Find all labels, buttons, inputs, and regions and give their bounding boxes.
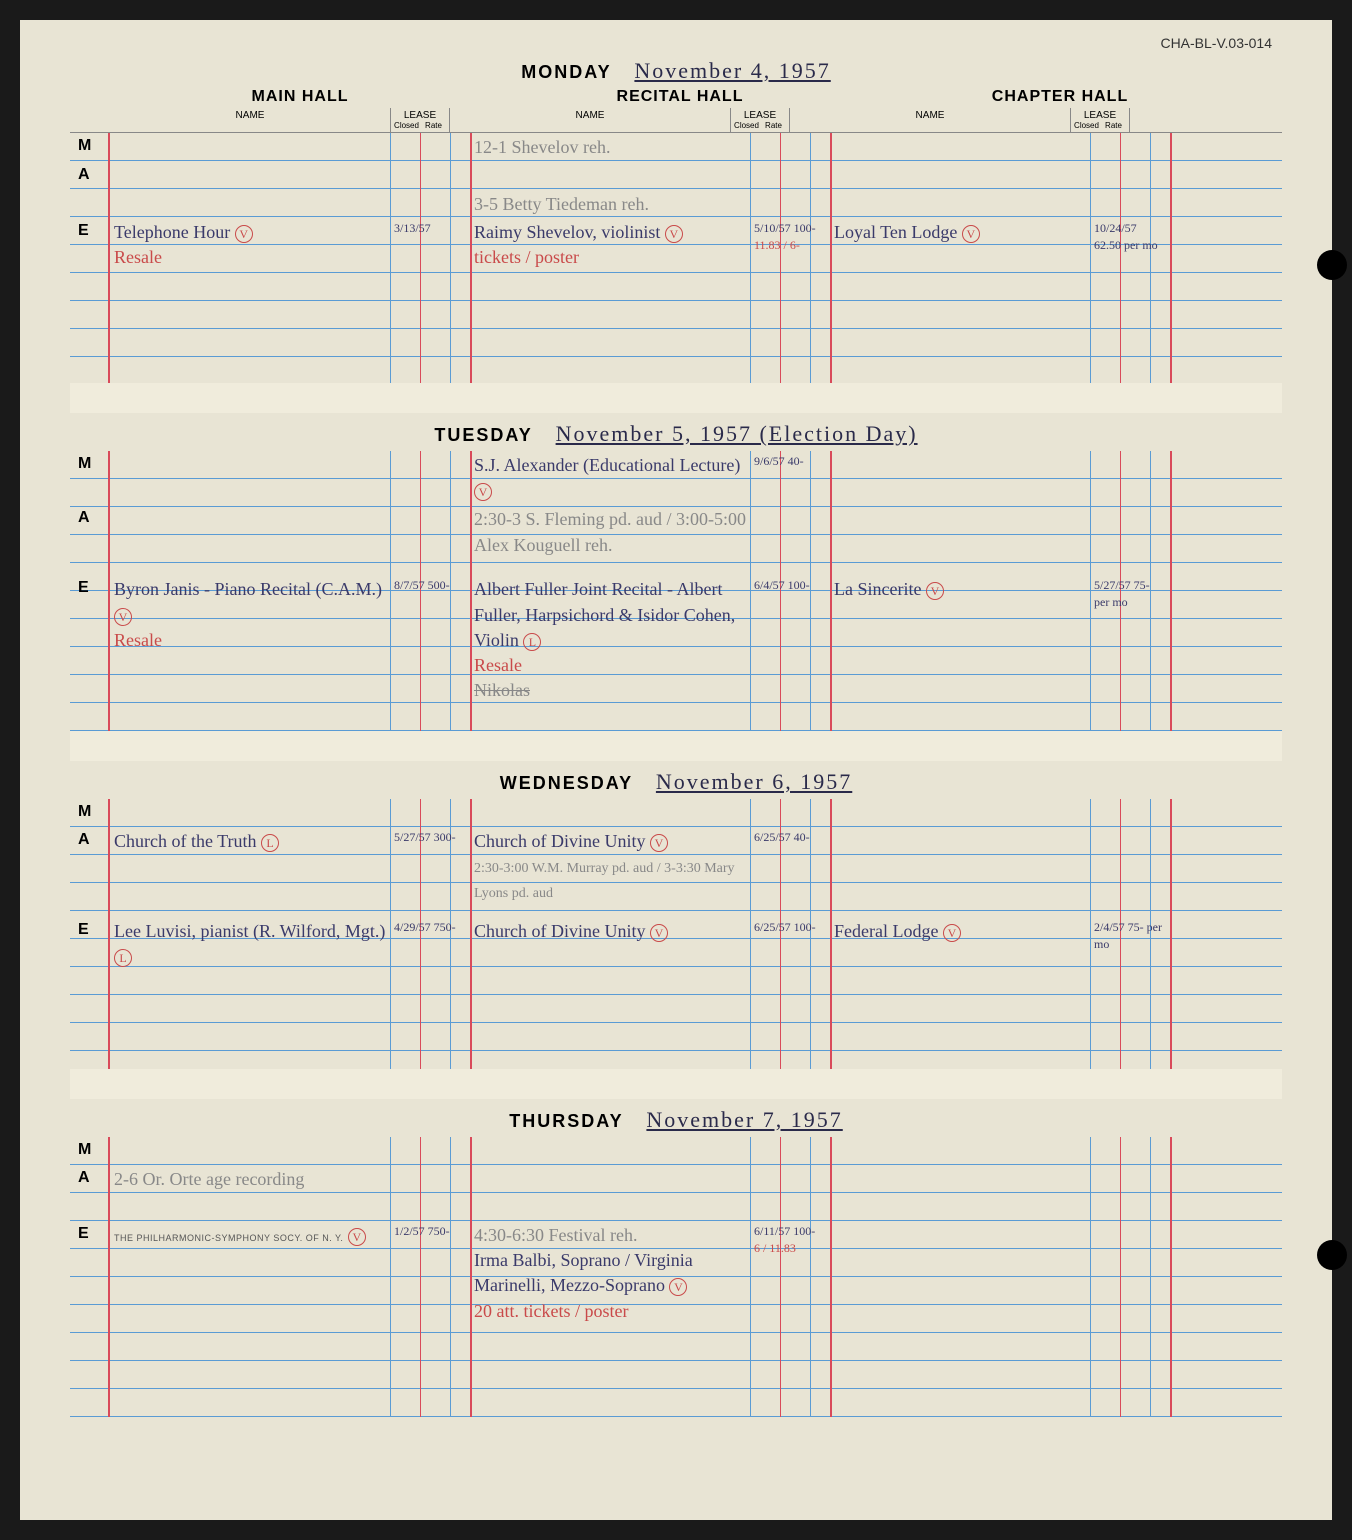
day-name: TUESDAY xyxy=(434,425,532,445)
lease: 6/25/57 40- xyxy=(750,827,830,917)
day-header-monday: MONDAY November 4, 1957 xyxy=(70,58,1282,84)
day-header-thursday: THURSDAY November 7, 1957 xyxy=(70,1107,1282,1133)
hall-chapter: CHAPTER HALL xyxy=(870,88,1250,106)
day-date: November 5, 1957 (Election Day) xyxy=(556,421,918,446)
time-m: M xyxy=(70,133,110,162)
entry: Church of Divine Unity V2:30-3:00 W.M. M… xyxy=(470,827,750,917)
time-m: M xyxy=(70,1137,110,1165)
punch-hole xyxy=(1317,1240,1347,1270)
day-date: November 7, 1957 xyxy=(646,1107,842,1132)
entry: S.J. Alexander (Educational Lecture) V xyxy=(470,451,750,505)
entry: Telephone Hour VResale xyxy=(110,218,390,302)
lease: 9/6/57 40- xyxy=(750,451,830,505)
entry: Loyal Ten Lodge V xyxy=(830,218,1090,302)
lease: 6/4/57 100- xyxy=(750,575,830,715)
day-date: November 4, 1957 xyxy=(634,58,830,83)
time-m: M xyxy=(70,799,110,827)
entry: Federal Lodge V xyxy=(830,917,1090,1037)
ledger-tuesday: M S.J. Alexander (Educational Lecture) V… xyxy=(70,451,1282,731)
time-a: A xyxy=(70,162,110,218)
lease: 5/27/57 75- per mo xyxy=(1090,575,1170,715)
entry: Byron Janis - Piano Recital (C.A.M.) VRe… xyxy=(110,575,390,715)
time-a: A xyxy=(70,827,110,917)
time-e: E xyxy=(70,575,110,715)
entry: La Sincerite V xyxy=(830,575,1090,715)
ledger-page: CHA-BL-V.03-014 MONDAY November 4, 1957 … xyxy=(20,20,1332,1520)
lease: 6/25/57 100- xyxy=(750,917,830,1037)
lease: 5/27/57 300- xyxy=(390,827,470,917)
entry: 3-5 Betty Tiedeman reh. xyxy=(470,162,750,218)
lease: 3/13/57 xyxy=(390,218,470,302)
entry: Lee Luvisi, pianist (R. Wilford, Mgt.) L xyxy=(110,917,390,1037)
hall-recital: RECITAL HALL xyxy=(490,88,870,106)
ledger-thursday: M A 2-6 Or. Orte age recording E THE PHI… xyxy=(70,1137,1282,1417)
day-date: November 6, 1957 xyxy=(656,769,852,794)
entry: 12-1 Shevelov reh. xyxy=(470,133,750,162)
lease: 5/10/57 100-11.83 / 6- xyxy=(750,218,830,302)
time-e: E xyxy=(70,917,110,1037)
sub-header: NAME LEASEClosedRate NAME LEASEClosedRat… xyxy=(70,108,1282,133)
lease: 6/11/57 100-6 / 11.83 xyxy=(750,1221,830,1371)
entry: 4:30-6:30 Festival reh.Irma Balbi, Sopra… xyxy=(470,1221,750,1371)
entry: Raimy Shevelov, violinist Vtickets / pos… xyxy=(470,218,750,302)
entry: THE PHILHARMONIC-SYMPHONY SOCY. OF N. Y.… xyxy=(110,1221,390,1371)
lease: 10/24/57 62.50 per mo xyxy=(1090,218,1170,302)
ledger-monday: M 12-1 Shevelov reh. A 3-5 Betty Tiedema… xyxy=(70,133,1282,383)
time-e: E xyxy=(70,1221,110,1371)
ledger-wednesday: M A Church of the Truth L 5/27/57 300- C… xyxy=(70,799,1282,1069)
lease: 4/29/57 750- xyxy=(390,917,470,1037)
archive-reference: CHA-BL-V.03-014 xyxy=(1160,35,1272,51)
lease: 1/2/57 750- xyxy=(390,1221,470,1371)
entry: Albert Fuller Joint Recital - Albert Ful… xyxy=(470,575,750,715)
day-name: MONDAY xyxy=(521,62,611,82)
day-name: THURSDAY xyxy=(509,1111,623,1131)
entry: 2-6 Or. Orte age recording xyxy=(110,1165,390,1221)
lease: 2/4/57 75- per mo xyxy=(1090,917,1170,1037)
entry: 2:30-3 S. Fleming pd. aud / 3:00-5:00 Al… xyxy=(470,505,750,575)
punch-hole xyxy=(1317,250,1347,280)
time-m: M xyxy=(70,451,110,505)
time-a: A xyxy=(70,1165,110,1221)
day-name: WEDNESDAY xyxy=(500,773,633,793)
day-header-tuesday: TUESDAY November 5, 1957 (Election Day) xyxy=(70,421,1282,447)
day-header-wednesday: WEDNESDAY November 6, 1957 xyxy=(70,769,1282,795)
lease: 8/7/57 500- xyxy=(390,575,470,715)
entry: Church of Divine Unity V xyxy=(470,917,750,1037)
entry: Church of the Truth L xyxy=(110,827,390,917)
time-e: E xyxy=(70,218,110,302)
halls-header: MAIN HALL RECITAL HALL CHAPTER HALL xyxy=(70,88,1282,106)
hall-main: MAIN HALL xyxy=(110,88,490,106)
time-a: A xyxy=(70,505,110,575)
